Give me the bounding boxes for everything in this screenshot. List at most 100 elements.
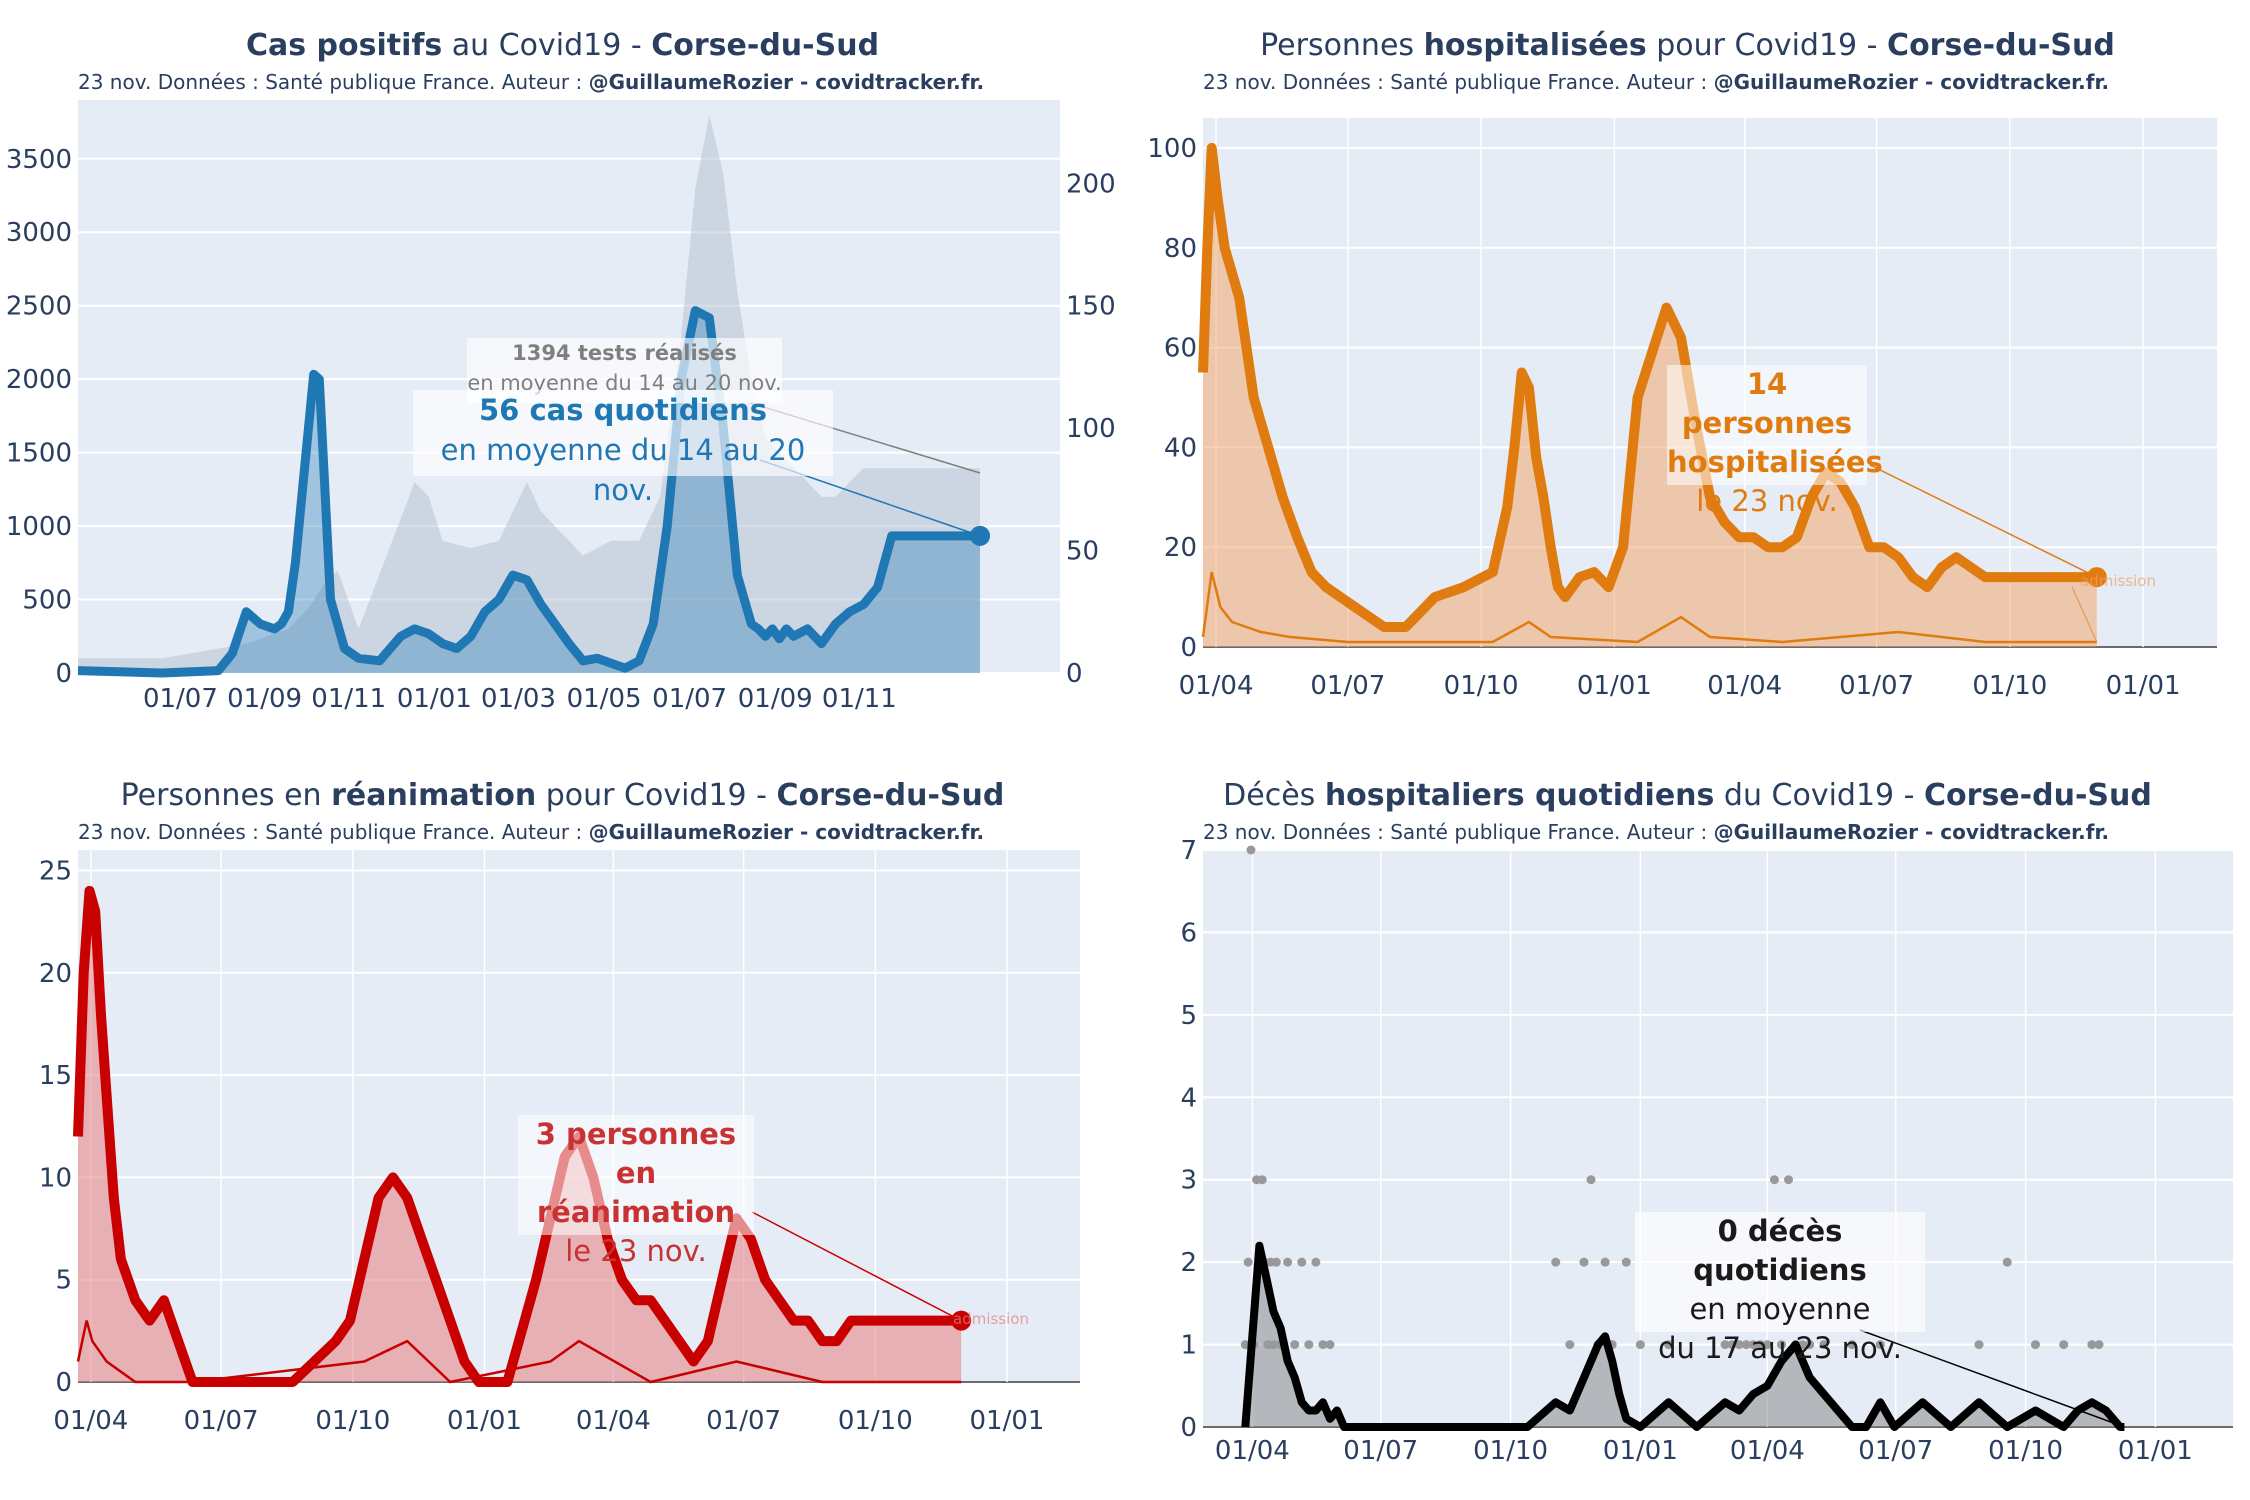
y-tick-label: 10 xyxy=(39,1163,72,1193)
deces-daily-point xyxy=(1269,1340,1279,1350)
deces-daily-point xyxy=(1748,1340,1758,1350)
x-tick-label: 01/09 xyxy=(738,684,813,714)
deces-daily-point xyxy=(1762,1340,1772,1350)
page-title: Personnes en réanimation pour Covid19 - … xyxy=(120,778,1005,813)
deces-daily-point xyxy=(2087,1340,2097,1350)
y-tick-label: 3000 xyxy=(6,218,72,248)
x-tick-label: 01/10 xyxy=(1444,671,1519,701)
y-tick-label: 1500 xyxy=(6,439,72,469)
x-tick-label: 01/07 xyxy=(1343,1436,1418,1466)
x-tick-label: 01/01 xyxy=(2118,1436,2193,1466)
deces-line xyxy=(1241,1241,2125,1431)
y-tick-label: 0 xyxy=(1180,1413,1197,1443)
deces-daily-point xyxy=(1551,1257,1561,1267)
x-tick-label: 01/07 xyxy=(706,1406,781,1436)
y-tick-label: 0 xyxy=(1180,633,1197,663)
y-tick-label: 5 xyxy=(1180,1001,1197,1031)
page-title: Décès hospitaliers quotidiens du Covid19… xyxy=(1223,778,2152,813)
y-tick-label: 5 xyxy=(55,1266,72,1296)
panel-cas-positifs: Cas positifs au Covid19 - Corse-du-Sud 2… xyxy=(0,0,1125,750)
y2-tick-label: 150 xyxy=(1066,292,1116,322)
deces-daily-point xyxy=(1586,1175,1596,1185)
deces-daily-point xyxy=(1325,1340,1335,1350)
y-tick-label: 40 xyxy=(1164,433,1197,463)
x-tick-label: 01/04 xyxy=(1707,671,1782,701)
y-tick-label: 0 xyxy=(55,659,72,689)
x-tick-label: 01/04 xyxy=(1730,1436,1805,1466)
y-tick-label: 25 xyxy=(39,856,72,886)
deces-daily-point xyxy=(1290,1340,1300,1350)
page-title: Personnes hospitalisées pour Covid19 - C… xyxy=(1260,28,2115,63)
x-tick-label: 01/07 xyxy=(1839,671,1914,701)
y-tick-label: 6 xyxy=(1180,918,1197,948)
deces-daily-point xyxy=(1805,1340,1815,1350)
x-tick-label: 01/10 xyxy=(315,1406,390,1436)
y-tick-label: 1000 xyxy=(6,512,72,542)
x-tick-label: 01/01 xyxy=(1577,671,1652,701)
chart-deces: 0 1 2 3 4 5 6 7 01/04 01/07 01/10 01/01 01/04 01/07 01… xyxy=(1180,836,2233,1466)
deces-daily-point xyxy=(1875,1340,1885,1350)
y-tick-label: 3500 xyxy=(6,145,72,175)
y-tick-label: 1 xyxy=(1180,1331,1197,1361)
y2-tick-label: 200 xyxy=(1066,169,1116,199)
x-tick-label: 01/07 xyxy=(652,684,727,714)
x-tick-label: 01/10 xyxy=(1972,671,2047,701)
deces-daily-point xyxy=(1734,1340,1744,1350)
y-tick-label: 15 xyxy=(39,1061,72,1091)
deces-daily-point xyxy=(1727,1340,1737,1350)
chart-subtitle: 23 nov. Données : Santé publique France.… xyxy=(1203,70,2110,94)
deces-daily-point xyxy=(1776,1340,1786,1350)
deces-daily-point xyxy=(1297,1257,1307,1267)
hosp-area xyxy=(1203,147,2097,647)
cases-line xyxy=(77,306,981,678)
deces-daily-point xyxy=(2094,1340,2104,1350)
deces-daily-point xyxy=(1755,1340,1765,1350)
panel-reanimation: Personnes en réanimation pour Covid19 - … xyxy=(0,750,1125,1500)
y2-tick-label: 50 xyxy=(1066,537,1099,567)
deces-daily-point xyxy=(1974,1340,1984,1350)
deces-daily-point xyxy=(1621,1257,1631,1267)
admissions-line xyxy=(76,1320,962,1384)
deces-daily-point xyxy=(1635,1340,1645,1350)
deces-daily-point xyxy=(1769,1175,1779,1185)
y-tick-label: 20 xyxy=(39,959,72,989)
x-tick-label: 01/03 xyxy=(481,684,556,714)
annotation-arrow xyxy=(1859,1329,2125,1428)
x-tick-label: 01/11 xyxy=(822,684,897,714)
tests-area xyxy=(78,114,980,673)
panel-deces: Décès hospitaliers quotidiens du Covid19… xyxy=(1125,750,2250,1500)
annotation-arrow xyxy=(1869,464,2098,578)
x-tick-label: 01/10 xyxy=(1988,1436,2063,1466)
annotation-hospitalisations: 14 personnes hospitalisées le 23 nov. xyxy=(1667,365,1883,518)
x-tick-label: 01/05 xyxy=(567,684,642,714)
annotation-deces: 0 décès quotidiens en moyenne du 17 au 23 … xyxy=(1635,1212,1925,1365)
cases-area xyxy=(78,310,980,673)
annotation-admissions: admission xyxy=(953,1310,1029,1328)
y-tick-label: 80 xyxy=(1164,234,1197,264)
y-tick-label: 4 xyxy=(1180,1083,1197,1113)
x-tick-label: 01/04 xyxy=(576,1406,651,1436)
deces-daily-point xyxy=(1243,1257,1253,1267)
rea-area xyxy=(78,890,962,1382)
annotation-cas: 56 cas quotidiens en moyenne du 14 au 20 … xyxy=(413,390,833,507)
y-tick-label: 60 xyxy=(1164,334,1197,364)
hosp-line xyxy=(1198,142,2097,632)
deces-daily-point xyxy=(1784,1175,1794,1185)
deces-daily-point xyxy=(1741,1340,1751,1350)
deces-daily-point xyxy=(2059,1340,2069,1350)
x-tick-label: 01/07 xyxy=(1858,1436,1933,1466)
annotation-admissions: admission xyxy=(2080,572,2156,590)
x-tick-label: 01/01 xyxy=(970,1406,1045,1436)
x-tick-label: 01/07 xyxy=(143,684,218,714)
x-tick-label: 01/04 xyxy=(53,1406,128,1436)
x-tick-label: 01/01 xyxy=(397,684,472,714)
deces-daily-point xyxy=(1318,1340,1328,1350)
deces-daily-point xyxy=(1271,1257,1281,1267)
deces-daily-point xyxy=(1819,1340,1829,1350)
deces-daily-point xyxy=(1283,1257,1293,1267)
y2-tick-label: 100 xyxy=(1066,414,1116,444)
deces-daily-point xyxy=(1565,1340,1575,1350)
panel-hospitalisations: Personnes hospitalisées pour Covid19 - C… xyxy=(1125,0,2250,750)
x-tick-label: 01/04 xyxy=(1215,1436,1290,1466)
x-tick-label: 01/07 xyxy=(184,1406,259,1436)
